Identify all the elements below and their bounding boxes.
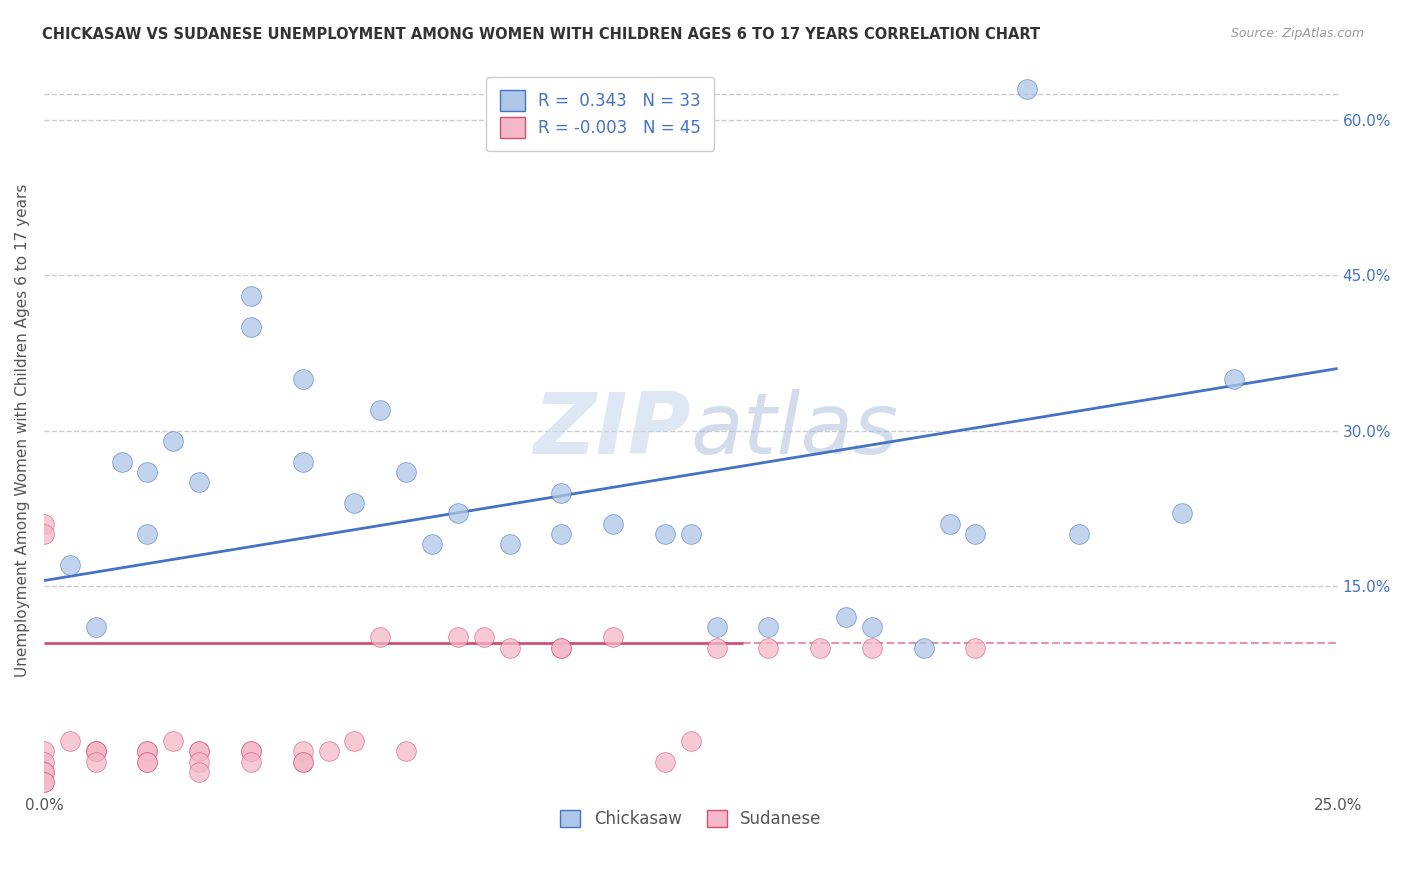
Point xyxy=(32,764,55,779)
Point xyxy=(32,764,55,779)
Point xyxy=(965,527,987,541)
Point xyxy=(136,755,159,769)
Point xyxy=(136,744,159,758)
Point xyxy=(860,620,883,634)
Point xyxy=(912,640,935,655)
Text: atlas: atlas xyxy=(690,389,898,472)
Point xyxy=(1171,506,1194,520)
Point xyxy=(602,516,624,531)
Point xyxy=(835,609,858,624)
Point xyxy=(188,764,211,779)
Point xyxy=(291,755,314,769)
Point xyxy=(758,620,780,634)
Point xyxy=(395,744,418,758)
Point xyxy=(808,640,831,655)
Point xyxy=(550,527,572,541)
Point xyxy=(706,640,728,655)
Point xyxy=(188,755,211,769)
Point xyxy=(291,744,314,758)
Point xyxy=(498,640,520,655)
Point xyxy=(239,744,262,758)
Point xyxy=(679,734,702,748)
Point xyxy=(84,744,107,758)
Point xyxy=(420,537,443,551)
Point xyxy=(84,755,107,769)
Point xyxy=(110,455,132,469)
Point xyxy=(758,640,780,655)
Point xyxy=(188,744,211,758)
Point xyxy=(1223,372,1246,386)
Point xyxy=(965,640,987,655)
Point xyxy=(447,631,470,645)
Point xyxy=(239,744,262,758)
Point xyxy=(84,744,107,758)
Point xyxy=(498,537,520,551)
Point xyxy=(395,465,418,479)
Point xyxy=(550,485,572,500)
Point xyxy=(706,620,728,634)
Legend: Chickasaw, Sudanese: Chickasaw, Sudanese xyxy=(554,804,828,835)
Point xyxy=(32,744,55,758)
Point xyxy=(136,744,159,758)
Text: Source: ZipAtlas.com: Source: ZipAtlas.com xyxy=(1230,27,1364,40)
Point xyxy=(32,755,55,769)
Point xyxy=(136,527,159,541)
Point xyxy=(136,465,159,479)
Point xyxy=(32,516,55,531)
Point xyxy=(188,744,211,758)
Text: ZIP: ZIP xyxy=(533,389,690,472)
Point xyxy=(188,475,211,490)
Point xyxy=(602,631,624,645)
Point xyxy=(550,640,572,655)
Point xyxy=(291,372,314,386)
Point xyxy=(368,403,391,417)
Point xyxy=(162,434,184,448)
Point xyxy=(318,744,340,758)
Point xyxy=(239,289,262,303)
Point xyxy=(32,775,55,789)
Point xyxy=(1067,527,1090,541)
Point xyxy=(472,631,495,645)
Point xyxy=(32,775,55,789)
Point xyxy=(938,516,960,531)
Point xyxy=(1017,82,1039,96)
Point xyxy=(447,506,470,520)
Point xyxy=(550,640,572,655)
Point xyxy=(860,640,883,655)
Point xyxy=(343,734,366,748)
Point xyxy=(368,631,391,645)
Point xyxy=(136,755,159,769)
Point xyxy=(84,744,107,758)
Point xyxy=(59,734,82,748)
Point xyxy=(654,527,676,541)
Point xyxy=(32,527,55,541)
Point xyxy=(654,755,676,769)
Point xyxy=(239,755,262,769)
Point xyxy=(291,455,314,469)
Point xyxy=(162,734,184,748)
Y-axis label: Unemployment Among Women with Children Ages 6 to 17 years: Unemployment Among Women with Children A… xyxy=(15,184,30,677)
Text: CHICKASAW VS SUDANESE UNEMPLOYMENT AMONG WOMEN WITH CHILDREN AGES 6 TO 17 YEARS : CHICKASAW VS SUDANESE UNEMPLOYMENT AMONG… xyxy=(42,27,1040,42)
Point xyxy=(84,620,107,634)
Point xyxy=(343,496,366,510)
Point xyxy=(679,527,702,541)
Point xyxy=(59,558,82,572)
Point xyxy=(239,320,262,334)
Point xyxy=(291,755,314,769)
